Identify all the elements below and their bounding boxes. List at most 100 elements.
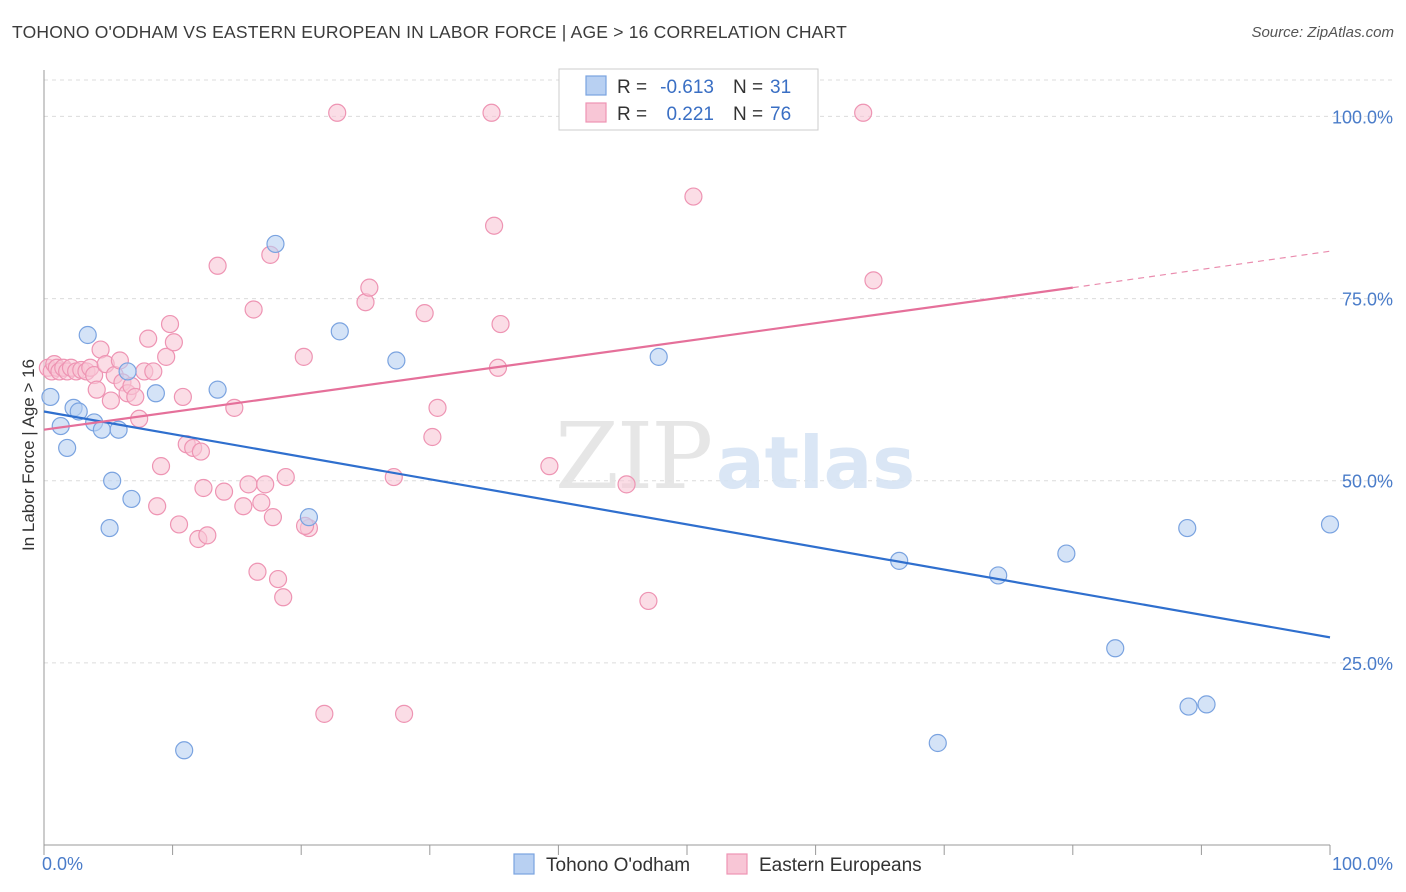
watermark-zip: ZIP xyxy=(555,403,711,510)
tohono-oodham-point-29 xyxy=(1320,515,1340,534)
gridlines xyxy=(44,79,1395,664)
eastern-europeans-point-30 xyxy=(160,314,180,334)
eastern-europeans-point-26 xyxy=(144,362,163,381)
x-tick-label-0: 0.0% xyxy=(42,854,83,874)
y-axis-label: In Labor Force | Age > 16 xyxy=(19,359,38,551)
tohono-oodham-point-13 xyxy=(146,384,165,403)
tohono-oodham-point-26 xyxy=(1178,518,1197,538)
trend-line-tohono-oodham xyxy=(43,410,1331,639)
legend-n-value-pink: 76 xyxy=(770,104,791,125)
eastern-europeans-point-32 xyxy=(169,515,189,534)
eastern-europeans-point-27 xyxy=(148,497,167,516)
eastern-europeans-point-31 xyxy=(164,333,183,352)
tohono-oodham-point-28 xyxy=(1197,695,1216,714)
watermark-atlas: atlas xyxy=(716,421,915,505)
eastern-europeans-point-25 xyxy=(139,329,158,348)
tohono-oodham-point-17 xyxy=(299,508,319,527)
eastern-europeans-point-39 xyxy=(208,256,227,275)
eastern-europeans-point-56 xyxy=(328,103,347,122)
chart-title: TOHONO O'ODHAM VS EASTERN EUROPEAN IN LA… xyxy=(12,22,847,42)
tohono-oodham-point-24 xyxy=(1106,639,1125,658)
eastern-europeans-point-69 xyxy=(617,475,636,494)
eastern-europeans-point-29 xyxy=(157,347,176,366)
x-ticks xyxy=(43,845,1331,855)
legend-swatch-pink xyxy=(585,102,607,123)
eastern-europeans-point-16 xyxy=(101,391,120,410)
eastern-europeans-point-40 xyxy=(214,482,234,501)
eastern-europeans-point-38 xyxy=(198,526,217,545)
eastern-europeans-point-73 xyxy=(864,271,883,290)
eastern-europeans-point-58 xyxy=(360,278,379,297)
eastern-europeans-point-72 xyxy=(854,103,873,122)
eastern-europeans-point-45 xyxy=(248,562,267,581)
tohono-oodham-point-25 xyxy=(928,733,947,753)
tohono-oodham-point-22 xyxy=(989,566,1008,585)
eastern-europeans-point-64 xyxy=(482,103,501,122)
eastern-europeans-point-55 xyxy=(315,704,334,723)
eastern-europeans-point-51 xyxy=(274,588,293,607)
y-tick-label-75: 75.0% xyxy=(1342,290,1393,310)
eastern-europeans-point-66 xyxy=(491,314,510,334)
y-tick-labels: 100.0% 75.0% 50.0% 25.0% xyxy=(1332,107,1393,673)
legend-n-value-blue: 31 xyxy=(770,77,791,98)
eastern-europeans-point-61 xyxy=(415,304,434,323)
bottom-legend-label-blue: Tohono O'odham xyxy=(546,855,690,876)
eastern-europeans-point-62 xyxy=(423,427,442,447)
eastern-europeans-point-74 xyxy=(191,442,210,461)
eastern-europeans-point-37 xyxy=(194,478,213,498)
bottom-legend-swatch-pink xyxy=(726,853,748,875)
bottom-legend-swatch-blue xyxy=(513,853,535,875)
tohono-oodham-point-11 xyxy=(118,362,137,381)
eastern-europeans-point-52 xyxy=(276,467,295,487)
chart-source: Source: ZipAtlas.com xyxy=(1251,24,1394,41)
tohono-oodham-point-0 xyxy=(41,387,60,407)
tohono-oodham-point-23 xyxy=(1057,544,1076,563)
eastern-europeans-point-68 xyxy=(540,457,559,476)
tohono-oodham-point-27 xyxy=(1179,697,1198,716)
eastern-europeans-point-28 xyxy=(151,457,171,476)
watermark: ZIP atlas xyxy=(555,403,915,510)
legend-r-label-blue: R = xyxy=(617,77,647,98)
eastern-europeans-point-54 xyxy=(294,347,313,366)
eastern-europeans-point-49 xyxy=(263,508,283,527)
eastern-europeans-point-50 xyxy=(268,569,288,589)
legend-r-label-pink: R = xyxy=(617,104,647,125)
eastern-europeans-point-71 xyxy=(684,187,703,206)
tohono-oodham-point-9 xyxy=(100,518,119,538)
eastern-europeans-point-47 xyxy=(256,475,275,494)
eastern-europeans-point-70 xyxy=(639,591,658,611)
eastern-europeans-point-22 xyxy=(126,387,145,407)
eastern-europeans-point-13 xyxy=(87,380,106,399)
tohono-oodham-point-20 xyxy=(649,347,668,366)
eastern-europeans-point-23 xyxy=(130,409,149,428)
eastern-europeans-point-42 xyxy=(234,497,253,516)
tohono-oodham-point-16 xyxy=(266,234,285,254)
legend-n-label-pink: N = xyxy=(733,104,763,125)
y-tick-label-25: 25.0% xyxy=(1342,654,1393,674)
tohono-oodham-point-14 xyxy=(175,741,194,760)
legend-r-value-pink: 0.221 xyxy=(666,104,714,125)
trend-line-eastern-europeans xyxy=(43,286,1073,431)
legend-r-value-blue: -0.613 xyxy=(660,77,714,98)
y-tick-label-100: 100.0% xyxy=(1332,107,1393,127)
eastern-europeans-point-60 xyxy=(394,704,414,723)
tohono-oodham-point-8 xyxy=(103,471,122,490)
eastern-europeans-point-46 xyxy=(252,493,271,512)
legend-swatch-blue xyxy=(585,75,607,96)
eastern-europeans-point-33 xyxy=(173,387,192,407)
trend-line-eastern-europeans-extension xyxy=(1072,250,1331,289)
tohono-oodham-point-19 xyxy=(387,351,406,370)
eastern-europeans-point-65 xyxy=(485,216,504,235)
trend-lines xyxy=(43,250,1331,639)
tohono-oodham-point-2 xyxy=(58,438,77,458)
tohono-oodham-point-15 xyxy=(208,380,227,399)
series-tohono-oodham xyxy=(41,234,1340,760)
y-tick-label-50: 50.0% xyxy=(1342,472,1393,492)
bottom-legend: Tohono O'odham Eastern Europeans xyxy=(513,853,922,876)
eastern-europeans-point-63 xyxy=(428,398,447,417)
eastern-europeans-point-44 xyxy=(244,300,263,319)
x-tick-label-100: 100.0% xyxy=(1332,854,1393,874)
tohono-oodham-point-18 xyxy=(330,322,349,341)
bottom-legend-label-pink: Eastern Europeans xyxy=(759,855,922,876)
